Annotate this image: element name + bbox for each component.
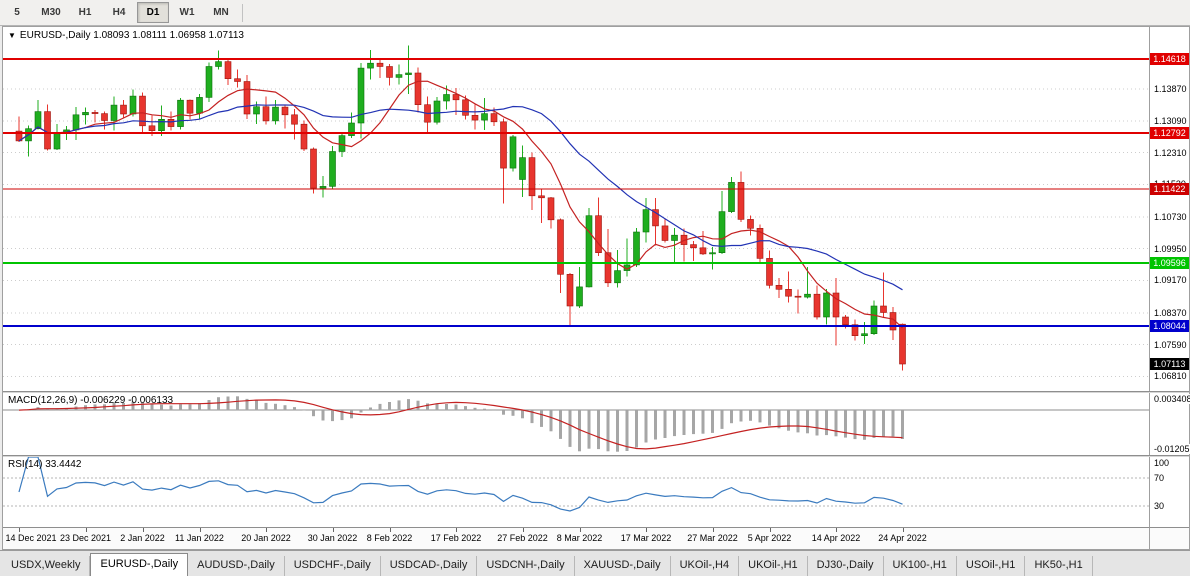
chart-tab-ukoil-h4[interactable]: UKOil-,H4 (671, 556, 740, 576)
time-tick-label: 17 Feb 2022 (430, 533, 482, 543)
price-line-badge-1-12792: 1.12792 (1150, 127, 1189, 140)
chart-tab-usdcnh-daily[interactable]: USDCNH-,Daily (477, 556, 575, 576)
time-tick-mark (712, 528, 714, 532)
time-tick-label: 14 Dec 2021 (5, 533, 57, 543)
time-tick-label: 8 Feb 2022 (366, 533, 413, 543)
macd-scale-max: 0.003408 (1153, 394, 1190, 404)
rsi-panel[interactable]: RSI(14) 33.4442 (3, 457, 1149, 527)
chart-tab-audusd-daily[interactable]: AUDUSD-,Daily (188, 556, 285, 576)
price-axis: 1.138701.130901.123101.115301.107301.099… (1149, 27, 1189, 391)
chart-tab-usdx-weekly[interactable]: USDX,Weekly (2, 556, 91, 576)
time-tick-label: 20 Jan 2022 (241, 533, 291, 543)
price-tick-label: 1.08370 (1153, 307, 1188, 318)
rsi-scale-label: 30 (1153, 501, 1166, 511)
chart-tab-ukoil-h1[interactable]: UKOil-,H1 (739, 556, 808, 576)
timeframe-button-w1[interactable]: W1 (179, 7, 195, 18)
chart-header: ▼ EURUSD-,Daily 1.08093 1.08111 1.06958 … (8, 30, 244, 41)
symbol-ohlc-title: EURUSD-,Daily 1.08093 1.08111 1.06958 1.… (19, 30, 244, 41)
time-tick-mark (902, 528, 904, 532)
panel-separator-rsi[interactable] (3, 455, 1189, 457)
time-tick-label: 23 Dec 2021 (59, 533, 112, 543)
time-tick-mark (579, 528, 581, 532)
axis-corner (1149, 527, 1189, 549)
timeframe-button-mn[interactable]: MN (213, 7, 229, 18)
timeframe-toolbar: 5 M30 H1 H4 D1 W1 MN (0, 0, 1190, 26)
time-tick-mark (456, 528, 457, 532)
macd-chart[interactable] (3, 393, 1149, 455)
candlestick-chart[interactable] (3, 27, 1149, 391)
price-line-badge-1-09596: 1.09596 (1150, 257, 1189, 270)
time-tick-mark (85, 528, 87, 532)
timeframe-button-h4[interactable]: H4 (112, 7, 126, 18)
chart-tab-uk100-h1[interactable]: UK100-,H1 (884, 556, 957, 576)
chart-tab-usdchf-daily[interactable]: USDCHF-,Daily (285, 556, 381, 576)
time-tick-mark (332, 528, 334, 532)
rsi-scale-label: 100 (1153, 458, 1171, 468)
price-line-badge-1-14618: 1.14618 (1150, 52, 1189, 65)
chart-tabs-bar: USDX,Weekly EURUSD-,Daily AUDUSD-,Daily USD… (0, 550, 1190, 576)
time-tick-label: 27 Feb 2022 (497, 533, 548, 543)
time-tick-mark (266, 528, 267, 532)
timeframe-button-h1[interactable]: H1 (78, 7, 92, 18)
time-tick-label: 24 Apr 2022 (878, 533, 927, 543)
time-tick-mark (769, 528, 771, 532)
price-tick-label: 1.13090 (1153, 115, 1188, 126)
time-tick-mark (389, 528, 391, 532)
rsi-scale-label: 70 (1153, 473, 1166, 483)
price-line-badge-1-07113: 1.07113 (1150, 358, 1189, 370)
time-tick-mark (199, 528, 201, 532)
rsi-label: RSI(14) 33.4442 (8, 459, 82, 470)
time-tick-label: 17 Mar 2022 (620, 533, 672, 543)
toolbar-divider (242, 3, 243, 22)
time-tick-mark (142, 528, 144, 532)
chart-tab-usdcad-daily[interactable]: USDCAD-,Daily (381, 556, 478, 576)
time-tick-label: 14 Apr 2022 (811, 533, 861, 543)
chart-tab-usoil-h1[interactable]: USOil-,H1 (957, 556, 1026, 576)
time-axis-row: 14 Dec 2021 23 Dec 2021 2 Jan 2022 11 Jan 2… (3, 527, 1189, 549)
macd-scale-min: -0.01205 (1153, 444, 1190, 454)
price-tick-label: 1.13870 (1153, 84, 1188, 95)
timeframe-button-5[interactable]: 5 (14, 7, 20, 18)
rsi-chart[interactable] (3, 457, 1149, 527)
timeframe-button-m30[interactable]: M30 (41, 7, 61, 18)
time-axis: 14 Dec 2021 23 Dec 2021 2 Jan 2022 11 Jan 2… (3, 527, 1149, 549)
chart-tab-eurusd-daily[interactable]: EURUSD-,Daily (90, 553, 189, 576)
chart-tab-hk50-h1[interactable]: HK50-,H1 (1025, 556, 1093, 576)
price-line-badge-1-08044: 1.08044 (1150, 320, 1189, 333)
price-chart-panel[interactable]: ▼ EURUSD-,Daily 1.08093 1.08111 1.06958 … (3, 27, 1149, 391)
chart-tab-dj30-daily[interactable]: DJ30-,Daily (808, 556, 884, 576)
time-tick-mark (522, 528, 524, 532)
rsi-axis: 100 70 30 (1149, 457, 1189, 527)
chart-window: ▼ EURUSD-,Daily 1.08093 1.08111 1.06958 … (2, 26, 1190, 550)
time-tick-label: 2 Jan 2022 (120, 533, 165, 543)
price-tick-label: 1.06810 (1153, 371, 1188, 382)
rsi-row: RSI(14) 33.4442 100 70 30 (3, 457, 1189, 527)
price-tick-label: 1.07590 (1153, 339, 1188, 350)
time-tick-label: 30 Jan 2022 (307, 533, 358, 543)
time-tick-mark (646, 528, 647, 532)
price-tick-label: 1.09170 (1153, 275, 1188, 286)
timeframe-button-d1[interactable]: D1 (137, 2, 169, 23)
macd-panel[interactable]: MACD(12,26,9) -0.006229 -0.006133 (3, 393, 1149, 455)
time-tick-label: 8 Mar 2022 (556, 533, 603, 543)
macd-axis: 0.003408 -0.01205 (1149, 393, 1190, 455)
chart-tab-xauusd-daily[interactable]: XAUUSD-,Daily (575, 556, 671, 576)
price-chart-row: ▼ EURUSD-,Daily 1.08093 1.08111 1.06958 … (3, 27, 1189, 391)
macd-row: MACD(12,26,9) -0.006229 -0.006133 0.0034… (3, 393, 1190, 455)
price-tick-label: 1.12310 (1153, 147, 1188, 158)
time-tick-mark (836, 528, 837, 532)
macd-label: MACD(12,26,9) -0.006229 -0.006133 (8, 395, 174, 406)
time-tick-mark (19, 528, 20, 532)
price-line-badge-1-11422: 1.11422 (1150, 182, 1189, 195)
price-tick-label: 1.09950 (1153, 243, 1188, 254)
panel-separator-macd[interactable] (3, 391, 1189, 393)
price-tick-label: 1.10730 (1153, 211, 1188, 222)
symbol-dropdown-icon[interactable]: ▼ (8, 30, 16, 40)
time-tick-label: 5 Apr 2022 (747, 533, 792, 543)
time-tick-label: 27 Mar 2022 (687, 533, 738, 543)
time-tick-label: 11 Jan 2022 (175, 533, 224, 543)
